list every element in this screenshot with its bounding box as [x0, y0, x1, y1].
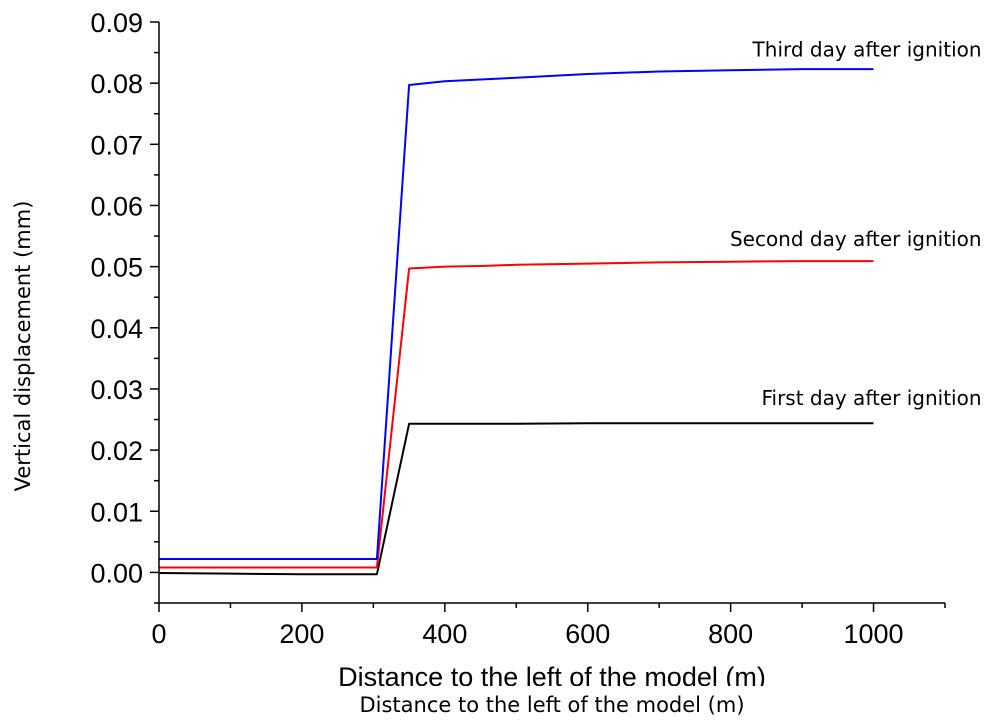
- series-line-1: [158, 422, 874, 576]
- y-axis-title: Vertical displacement (mm): [11, 201, 35, 492]
- x-tick-label: 0: [151, 619, 166, 649]
- y-tick-label: 0.00: [90, 558, 143, 588]
- labels-layer: 0 200 400 600 800 1000 0.00 0.01 0.02 0.03 0.04 0.0…: [90, 8, 981, 649]
- axes-layer: [158, 22, 945, 604]
- x-axis-title: Distance to the left of the model (m): [359, 693, 744, 717]
- y-tick-label: 0.05: [90, 253, 143, 283]
- y-tick-label: 0.03: [90, 375, 143, 405]
- series-layer: [158, 68, 874, 576]
- y-tick-label: 0.08: [90, 69, 143, 99]
- ticks-layer: [150, 21, 946, 612]
- y-tick-label: 0.02: [90, 436, 143, 466]
- x-tick-label: 200: [279, 619, 324, 649]
- series-annotation-1: Third day after ignition: [752, 38, 982, 62]
- y-tick-label: 0.09: [90, 8, 143, 38]
- y-tick-label: 0.07: [90, 130, 143, 160]
- y-tick-label: 0.04: [90, 314, 143, 344]
- series-annotation-2: Second day after ignition: [730, 227, 982, 251]
- y-tick-label: 0.06: [90, 191, 143, 221]
- series-annotation-3: First day after ignition: [761, 386, 981, 410]
- x-tick-label: 600: [565, 619, 610, 649]
- x-tick-label: 400: [422, 619, 467, 649]
- y-tick-label: 0.01: [90, 497, 143, 527]
- x-tick-label: 1000: [844, 619, 904, 649]
- series-line-3: [159, 68, 874, 560]
- series-line-2: [159, 260, 874, 569]
- x-axis-ghost-title: Distance to the left of the model (m): [338, 662, 766, 692]
- x-tick-label: 800: [708, 619, 753, 649]
